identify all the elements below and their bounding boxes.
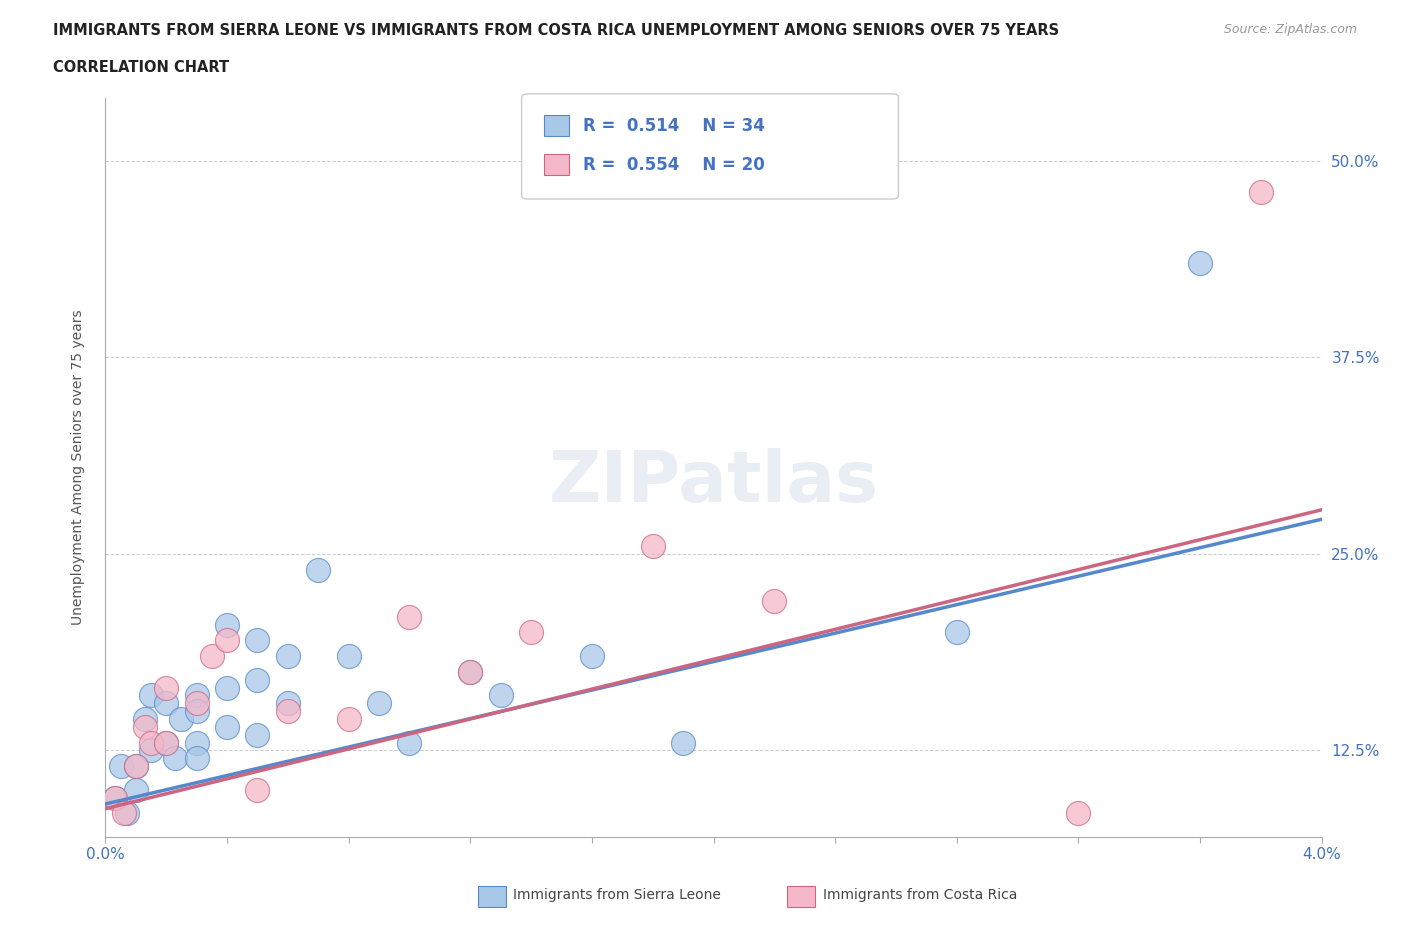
Point [125, 759, 148, 774]
Point [246, 672, 269, 687]
Point [217, 618, 239, 632]
Point [277, 648, 299, 663]
Text: CORRELATION CHART: CORRELATION CHART [53, 60, 229, 75]
Point [489, 688, 512, 703]
Point [1250, 184, 1272, 199]
Point [217, 633, 239, 648]
Point [458, 664, 481, 679]
Point [186, 704, 208, 719]
Point [368, 696, 391, 711]
Point [201, 648, 224, 663]
Point [134, 711, 156, 726]
Point [170, 711, 193, 726]
Text: IMMIGRANTS FROM SIERRA LEONE VS IMMIGRANTS FROM COSTA RICA UNEMPLOYMENT AMONG SE: IMMIGRANTS FROM SIERRA LEONE VS IMMIGRAN… [53, 23, 1060, 38]
Point [1067, 806, 1090, 821]
Point [217, 720, 239, 735]
Text: Immigrants from Sierra Leone: Immigrants from Sierra Leone [513, 887, 721, 902]
Point [277, 704, 299, 719]
Point [458, 664, 481, 679]
Point [763, 593, 786, 608]
Text: Source: ZipAtlas.com: Source: ZipAtlas.com [1223, 23, 1357, 36]
Point [945, 625, 967, 640]
Point [155, 680, 177, 695]
Point [155, 696, 177, 711]
Point [581, 648, 603, 663]
Point [186, 696, 208, 711]
Text: R =  0.554    N = 20: R = 0.554 N = 20 [583, 155, 765, 174]
Point [139, 743, 162, 758]
Point [165, 751, 187, 765]
Point [641, 538, 664, 553]
Point [217, 680, 239, 695]
Point [155, 736, 177, 751]
Text: Immigrants from Costa Rica: Immigrants from Costa Rica [823, 887, 1017, 902]
Point [337, 711, 360, 726]
Point [398, 609, 420, 624]
Point [103, 790, 125, 805]
Point [246, 727, 269, 742]
Text: ZIPatlas: ZIPatlas [548, 447, 879, 516]
Point [125, 759, 148, 774]
Y-axis label: Unemployment Among Seniors over 75 years: Unemployment Among Seniors over 75 years [70, 310, 84, 625]
Point [186, 736, 208, 751]
Point [134, 720, 156, 735]
Point [277, 696, 299, 711]
Point [103, 790, 125, 805]
Point [155, 736, 177, 751]
Point [672, 736, 695, 751]
Point [186, 751, 208, 765]
Point [125, 782, 148, 797]
Point [139, 736, 162, 751]
Point [246, 633, 269, 648]
Point [115, 806, 138, 821]
Point [186, 688, 208, 703]
Point [139, 688, 162, 703]
Text: R =  0.514    N = 34: R = 0.514 N = 34 [583, 116, 765, 135]
Point [337, 648, 360, 663]
Point [112, 806, 135, 821]
Point [110, 759, 132, 774]
Point [1188, 256, 1211, 271]
Point [246, 782, 269, 797]
Point [307, 562, 329, 577]
Point [398, 736, 420, 751]
Point [520, 625, 543, 640]
